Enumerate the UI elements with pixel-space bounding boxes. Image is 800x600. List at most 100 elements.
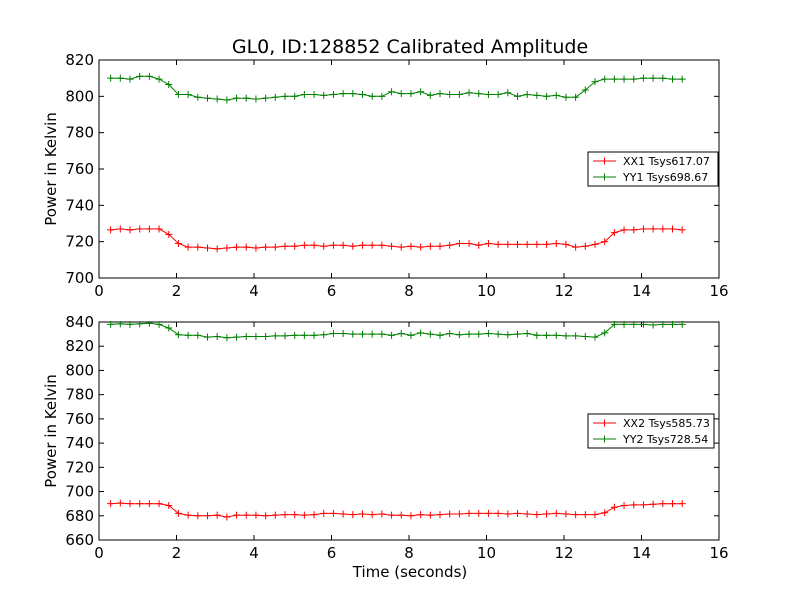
data-point: [552, 239, 560, 247]
series-yy: [107, 321, 686, 342]
data-point: [562, 332, 570, 340]
data-point: [242, 333, 250, 341]
data-point: [475, 241, 483, 249]
data-point: [174, 239, 182, 247]
data-point: [494, 91, 502, 99]
data-point: [581, 511, 589, 519]
data-point: [223, 244, 231, 252]
data-point: [136, 72, 144, 80]
y-tick-label: 740: [65, 434, 94, 452]
data-point: [300, 331, 308, 339]
data-point: [116, 74, 124, 82]
y-tick-label: 840: [65, 313, 94, 331]
data-point: [174, 91, 182, 99]
data-point: [378, 241, 386, 249]
data-point: [484, 509, 492, 517]
legend-label: XX1 Tsys617.07: [623, 155, 710, 168]
data-point: [417, 243, 425, 251]
data-point: [523, 91, 531, 99]
data-point: [300, 241, 308, 249]
data-point: [126, 75, 134, 83]
data-point: [174, 509, 182, 517]
data-point: [669, 225, 676, 233]
data-point: [194, 243, 202, 251]
x-tick-label: 10: [477, 544, 496, 562]
data-point: [359, 330, 366, 338]
data-point: [359, 510, 366, 518]
data-point: [378, 330, 386, 338]
data-point: [213, 511, 221, 519]
y-tick-label: 720: [65, 458, 94, 476]
data-point: [484, 91, 492, 99]
x-tick-label: 14: [632, 544, 651, 562]
data-point: [136, 225, 144, 233]
data-point: [271, 332, 279, 340]
data-point: [610, 503, 618, 511]
data-point: [271, 243, 279, 251]
data-point: [126, 226, 134, 234]
data-point: [407, 512, 415, 520]
y-tick-label: 660: [65, 531, 94, 549]
x-tick-label: 2: [172, 544, 182, 562]
data-point: [669, 321, 676, 328]
data-point: [484, 239, 492, 247]
data-point: [281, 332, 289, 340]
data-point: [523, 510, 531, 518]
data-point: [378, 510, 386, 518]
y-tick-label: 780: [65, 386, 94, 404]
data-point: [659, 321, 667, 328]
data-point: [368, 330, 376, 338]
data-point: [504, 240, 512, 248]
data-point: [426, 330, 434, 338]
data-point: [446, 91, 454, 99]
data-point: [213, 333, 221, 341]
legend-label: YY1 Tsys698.67: [622, 171, 708, 184]
x-tick-label: 8: [404, 282, 414, 300]
data-point: [155, 321, 163, 328]
data-point: [581, 86, 589, 94]
data-point: [291, 242, 299, 250]
data-point: [446, 330, 454, 338]
data-point: [339, 510, 347, 518]
data-point: [514, 509, 521, 517]
data-point: [601, 75, 609, 83]
y-tick-label: 740: [65, 196, 94, 214]
series-xx: [107, 499, 686, 521]
data-point: [204, 333, 211, 341]
data-point: [572, 332, 580, 340]
series-xx: [107, 225, 686, 253]
data-point: [145, 225, 153, 233]
data-point: [475, 90, 483, 98]
data-point: [601, 329, 609, 337]
legend-marker: [601, 419, 608, 427]
data-point: [417, 88, 425, 96]
data-point: [455, 91, 463, 99]
data-point: [669, 500, 676, 508]
lower-plot: 0 2 4 6 8 10 12 14 16 660 680 700 720 740 760 780 800 820…: [42, 313, 729, 562]
x-tick-label: 4: [249, 544, 259, 562]
legend-box: [587, 413, 715, 449]
data-point: [281, 511, 289, 519]
data-point: [320, 331, 328, 339]
data-point: [426, 91, 434, 99]
data-point: [339, 90, 347, 98]
data-point: [184, 91, 192, 99]
data-point: [136, 500, 144, 508]
data-point: [233, 511, 241, 519]
data-point: [184, 243, 192, 251]
data-point: [620, 321, 628, 328]
data-point: [233, 243, 241, 251]
data-point: [533, 511, 541, 519]
data-point: [242, 511, 250, 519]
data-point: [194, 512, 202, 520]
data-point: [116, 499, 124, 507]
data-point: [417, 329, 425, 337]
data-point: [475, 330, 483, 338]
data-point: [204, 244, 211, 252]
y-tick-label: 720: [65, 233, 94, 251]
data-point: [291, 511, 299, 519]
legend-marker: [601, 173, 608, 181]
data-point: [252, 244, 260, 252]
data-point: [359, 91, 366, 99]
